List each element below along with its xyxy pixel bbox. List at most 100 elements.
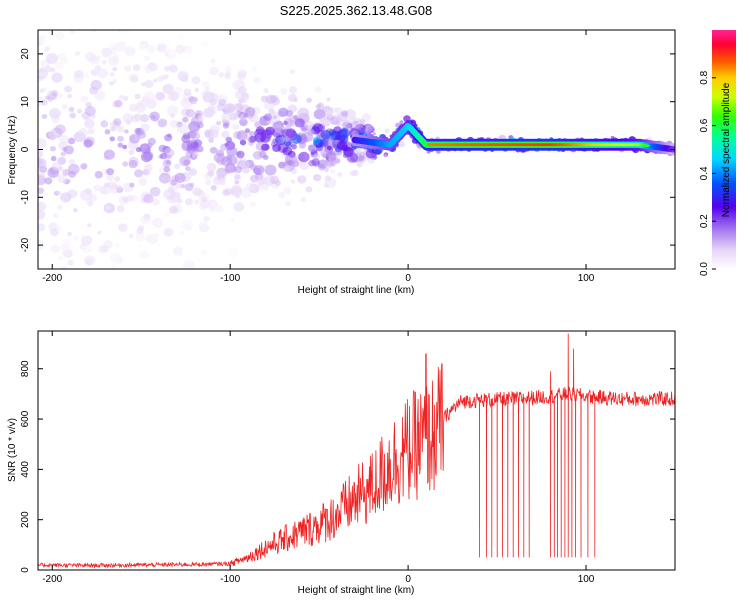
spectrogram-cell [67,231,72,237]
spectrogram-cell [57,93,64,98]
spectrogram-cell [173,163,181,170]
spectrogram-cell [282,135,290,143]
spectrogram-cells [38,12,675,327]
spectrogram-cell [342,122,351,130]
spectrogram-cell [208,137,214,143]
spectrogram-cell [201,196,208,203]
y-tick-label: 10 [20,96,31,108]
spectrogram-cell [336,140,348,151]
spectrogram-cell [118,94,124,100]
colorbar-label: Normalized spectral amplitude [721,82,732,217]
spectrogram-y-ticks: -20 -10 0 10 20 [20,48,675,252]
spectrogram-cell [280,129,286,134]
spectrogram-cell [134,169,144,178]
x-tick-label: 100 [578,273,595,284]
spectrogram-cell [236,130,248,141]
spectrogram-cell [93,184,101,192]
spectrogram-cell [73,208,78,213]
spectrogram-cell [56,190,62,196]
spectrogram-cell [330,169,336,174]
spectrogram-cell [250,201,256,207]
spectrogram-cell [46,53,59,64]
spectrogram-cell [69,30,72,31]
spectrogram-cell [398,141,405,148]
chart-title: S225.2025.362.13.48.G08 [280,3,433,18]
spectrogram-cell [272,144,281,152]
spectrogram-cell [101,59,107,65]
spectrogram-cell [78,127,88,137]
spectrogram-cell [64,85,73,93]
spectrogram-cell [57,174,68,184]
spectrogram-cell [285,128,297,138]
spectrogram-cell [175,44,186,54]
spectrogram-cell [237,69,247,79]
spectrogram-x-label: Height of straight line (km) [298,285,415,296]
spectrogram-cell [253,165,265,176]
spectrogram-cell [298,142,306,149]
spectrogram-cell [263,113,272,121]
spectrogram-cell [356,162,363,168]
spectrogram-cell [128,103,138,112]
spectrogram-cell [288,86,298,94]
spectrogram-cell [74,51,81,56]
spectrogram-cell [124,129,129,134]
spectrogram-cell [103,12,110,19]
spectrogram-cell [114,99,123,108]
spectrogram-cell [44,46,50,52]
spectrogram-cell [149,111,160,122]
spectrogram-cell [372,132,376,136]
spectrogram-cell [68,170,76,178]
spectrogram-cell [170,120,179,128]
spectrogram-cell [60,192,72,203]
spectrogram-cell [51,72,63,83]
spectrogram-cell [160,74,166,81]
y-tick-label: 400 [20,461,31,478]
spectrogram-cell [372,153,376,157]
spectrogram-cell [38,68,48,80]
snr-y-label: SNR (10 * v/v) [7,418,18,482]
spectrogram-cell [115,41,127,52]
spectrogram-cell [233,202,245,212]
spectrogram-cell [58,255,64,260]
spectrogram-cell [182,45,193,54]
spectrogram-cell [207,170,215,177]
spectrogram-cell [106,173,114,181]
spectrogram-cell [222,123,229,129]
colorbar-ticks: 0.0 0.2 0.4 0.6 0.8 [699,70,716,276]
spectrogram-cell [112,78,118,84]
spectrogram-cell [114,243,120,248]
spectrogram-cell [80,235,93,246]
spectrogram-cell [192,187,203,197]
spectrogram-cell [67,93,72,99]
spectrogram-cell [231,184,242,194]
spectrogram-cell [118,30,123,33]
spectrogram-cell [239,139,247,146]
spectrogram-cell [122,95,129,102]
spectrogram-cell [152,232,160,239]
spectrogram-cell [218,72,225,78]
spectrogram-cell [252,150,263,160]
spectrogram-cell [280,88,288,95]
spectrogram-cell [155,91,166,101]
spectrogram-cell [135,232,146,242]
spectrogram-cell [289,69,296,75]
spectrogram-cell [62,146,68,152]
spectrogram-cell [178,34,185,40]
spectrogram-cell [130,194,138,202]
spectrogram-cell [200,249,208,256]
spectrogram-cell [82,163,88,169]
spectrogram-cell [297,175,307,184]
colorbar-tick-label: 0.4 [699,166,710,180]
spectrogram-cell [174,192,181,199]
spectrogram-cell [73,73,84,83]
spectrogram-cell [298,151,310,163]
spectrogram-cell [55,225,62,232]
spectrogram-cell [51,317,62,327]
spectrogram-cell [76,295,85,303]
spectrogram-cell [138,177,147,186]
spectrogram-cell [38,158,47,169]
spectrogram-cell [67,259,75,266]
spectrogram-cell [98,245,108,254]
spectrogram-cell [108,275,113,279]
spectrogram-cell [384,128,390,134]
